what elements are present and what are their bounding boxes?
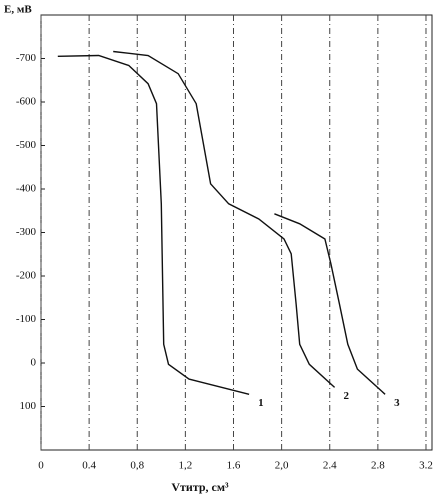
curve-label: 2 — [344, 390, 350, 402]
x-tick-label: 1.6 — [227, 460, 241, 472]
curve — [57, 54, 250, 395]
x-tick-label: 0.4 — [82, 460, 96, 472]
y-axis-label: E, мВ — [4, 4, 32, 16]
curve-label: 1 — [258, 397, 264, 409]
plot-frame — [40, 14, 433, 451]
y-tick-label: -200 — [16, 270, 37, 282]
curve-label: 3 — [394, 397, 400, 409]
x-tick-label: 3.2 — [419, 460, 433, 472]
x-tick-label: 2,0 — [275, 460, 289, 472]
y-tick-label: -500 — [16, 139, 37, 151]
x-tick-label: 2.8 — [371, 460, 385, 472]
y-tick-label: 0 — [31, 357, 37, 369]
x-tick-label: 0,8 — [130, 460, 144, 472]
x-tick-label: 1,2 — [178, 460, 192, 472]
curve — [274, 213, 386, 395]
y-tick-label: -700 — [16, 52, 37, 64]
x-tick-label: 0 — [38, 460, 44, 472]
y-tick-label: -300 — [16, 226, 37, 238]
x-tick-label: 2.4 — [323, 460, 337, 472]
y-tick-label: 100 — [20, 400, 37, 412]
y-tick-label: -400 — [16, 183, 37, 195]
y-tick-label: -100 — [16, 313, 37, 325]
x-axis-label: Vтитр, см³ — [171, 480, 229, 494]
curve — [113, 50, 336, 388]
y-tick-label: -600 — [16, 96, 37, 108]
